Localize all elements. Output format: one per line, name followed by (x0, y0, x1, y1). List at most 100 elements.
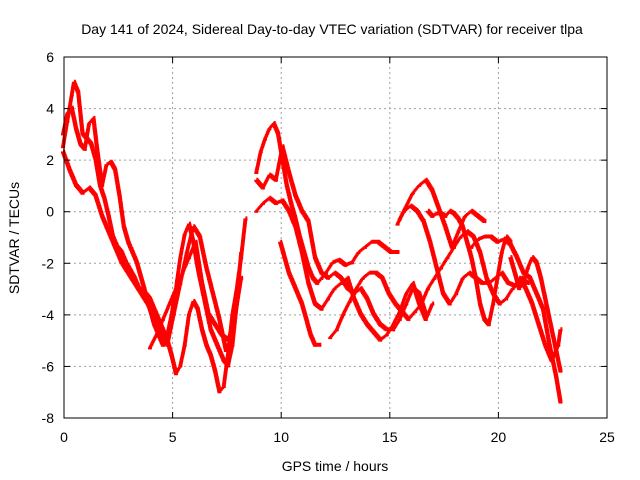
data-point (353, 298, 357, 301)
data-point (95, 195, 98, 198)
data-point (234, 318, 237, 322)
data-point (427, 287, 431, 291)
data-point (466, 231, 470, 234)
data-point (182, 272, 185, 275)
data-point (351, 262, 355, 265)
data-point (288, 171, 292, 175)
data-point (540, 277, 544, 280)
tick-layer: 0 5 10 15 20 25 -8 -6 -4 -2 0 2 4 6 (42, 49, 615, 445)
data-point (477, 215, 481, 219)
data-point (227, 365, 231, 368)
data-point (212, 293, 216, 296)
data-point (451, 246, 454, 250)
data-point (399, 218, 402, 221)
data-point (338, 259, 342, 262)
data-point (140, 277, 144, 280)
data-point (295, 225, 298, 229)
data-point (121, 251, 124, 255)
data-point (555, 375, 559, 378)
data-point (397, 223, 400, 226)
data-point (262, 202, 266, 206)
data-point (471, 256, 474, 260)
data-point (449, 303, 452, 306)
data-point (405, 293, 409, 296)
data-point (455, 293, 459, 296)
data-point (484, 318, 487, 322)
data-point (149, 347, 153, 350)
data-point (464, 215, 468, 219)
data-point (232, 344, 235, 347)
data-point (475, 277, 478, 280)
data-point (82, 133, 85, 136)
data-point (401, 311, 405, 314)
data-point (425, 318, 428, 322)
data-point (377, 241, 381, 244)
data-point (445, 215, 448, 219)
data-point (69, 169, 72, 172)
y-tick-label: -6 (42, 358, 55, 374)
data-point (147, 303, 150, 306)
data-point (427, 210, 431, 213)
data-point (358, 251, 361, 255)
data-point (484, 220, 487, 224)
data-point (219, 391, 222, 394)
data-point (447, 256, 450, 260)
series-layer (61, 79, 563, 404)
data-point (468, 272, 472, 275)
data-point (558, 360, 561, 363)
data-point (121, 262, 124, 265)
data-point (460, 236, 463, 239)
data-point (558, 344, 561, 347)
data-point (269, 174, 272, 177)
data-point (414, 311, 418, 314)
data-point (97, 153, 100, 157)
data-point (127, 272, 131, 275)
series-track-6 (254, 144, 428, 332)
data-point (510, 256, 513, 260)
data-point (101, 215, 105, 219)
x-tick-label: 20 (491, 429, 507, 445)
data-point (349, 300, 352, 304)
data-point (518, 277, 522, 280)
data-point (84, 148, 87, 152)
data-point (536, 293, 539, 296)
series-markers (254, 195, 435, 342)
data-point (140, 293, 144, 296)
data-point (106, 164, 109, 167)
data-point (193, 300, 196, 304)
data-point (193, 225, 196, 229)
data-point (260, 151, 263, 154)
data-point (340, 282, 344, 286)
data-point (544, 344, 548, 347)
data-point (419, 293, 422, 296)
data-point (518, 287, 522, 291)
data-point (114, 246, 118, 250)
data-point (334, 272, 337, 275)
data-point (366, 298, 370, 301)
data-point (208, 313, 211, 317)
data-point (210, 354, 213, 358)
data-point (214, 339, 218, 342)
y-tick-label: 4 (46, 101, 54, 117)
series-track-7 (254, 195, 435, 342)
data-point (371, 241, 374, 244)
data-point (67, 112, 70, 115)
x-tick-label: 25 (599, 429, 615, 445)
data-point (180, 282, 183, 286)
data-point (536, 262, 539, 265)
data-point (379, 339, 383, 342)
data-point (110, 161, 113, 164)
data-point (306, 318, 309, 322)
data-point (423, 220, 426, 224)
data-point (197, 308, 200, 311)
data-point (221, 334, 224, 337)
data-point (332, 262, 335, 265)
data-point (342, 313, 346, 317)
y-tick-label: -2 (42, 255, 55, 271)
data-point (432, 189, 435, 193)
data-point (432, 215, 435, 219)
data-point (301, 251, 305, 255)
data-point (199, 236, 203, 239)
data-point (160, 334, 163, 337)
y-tick-label: -4 (42, 307, 55, 323)
